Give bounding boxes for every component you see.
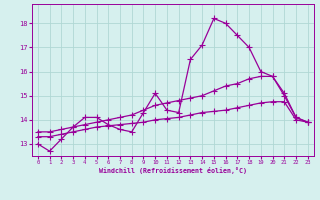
X-axis label: Windchill (Refroidissement éolien,°C): Windchill (Refroidissement éolien,°C) [99, 167, 247, 174]
